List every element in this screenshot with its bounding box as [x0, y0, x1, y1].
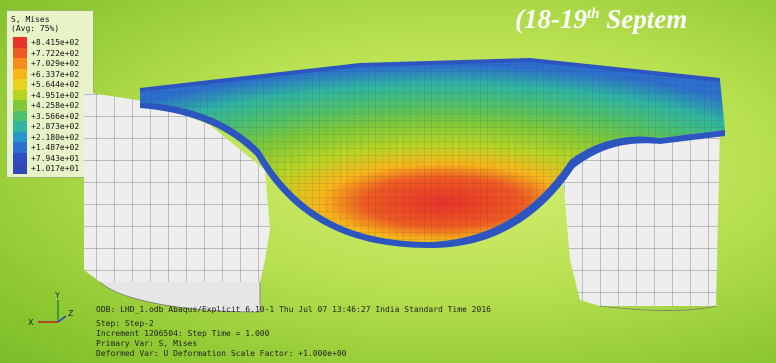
legend-label: +8.415e+02: [31, 38, 80, 47]
triad-y-label: Y: [54, 291, 60, 300]
plate-edge: [140, 102, 725, 248]
increment-info: Increment 1206504: Step Time = 1.000: [96, 329, 270, 338]
legend-heading-line-2: (Avg: 75%): [11, 24, 60, 33]
legend-label: +2.180e+02: [31, 132, 80, 142]
legend-swatch: [13, 79, 27, 90]
legend-swatch: [13, 163, 27, 174]
legend-swatch: [13, 152, 27, 164]
legend-swatch: [13, 37, 27, 48]
legend-swatch: [13, 110, 27, 122]
legend-swatch: [13, 121, 27, 132]
legend-swatch: [13, 89, 27, 101]
legend-heading-line-1: S, Mises: [11, 15, 50, 24]
fe-model-render: [84, 57, 725, 313]
odb-info: ODB: LHD_1.odb Abaqus/Explicit 6.10-1 Th…: [96, 305, 491, 314]
legend-label: +7.722e+02: [31, 48, 80, 58]
legend-swatch: [13, 142, 27, 153]
legend-swatch: [13, 58, 27, 69]
step-info: Step: Step-2: [96, 319, 154, 328]
legend-label: +7.943e+01: [31, 153, 80, 163]
legend-label: +2.873e+02: [31, 122, 80, 131]
axis-triad-icon: Y X Z: [28, 291, 74, 327]
legend-swatch: [13, 68, 27, 80]
triad-z-label: Z: [68, 309, 74, 318]
triad-x-label: X: [28, 318, 34, 327]
legend-label: +4.951e+02: [31, 90, 80, 100]
legend-label: +1.017e+01: [31, 164, 80, 173]
conference-title: (18-19th Septem: [515, 4, 688, 34]
legend-swatch: [13, 100, 27, 111]
legend-label: +4.258e+02: [31, 101, 80, 110]
primary-var-info: Primary Var: S, Mises: [96, 339, 198, 348]
legend-label: +7.029e+02: [31, 59, 80, 68]
legend-label: +6.337e+02: [31, 69, 80, 79]
legend-label: +1.487e+02: [31, 143, 80, 152]
legend-panel: S, Mises (Avg: 75%) +8.415e+02 +7.722e+02…: [6, 10, 94, 178]
legend-swatch: [13, 131, 27, 143]
deformed-var-info: Deformed Var: U Deformation Scale Factor…: [96, 349, 347, 358]
legend-label: +3.566e+02: [31, 111, 80, 121]
legend-swatch: [13, 47, 27, 59]
legend-label: +5.644e+02: [31, 80, 80, 89]
